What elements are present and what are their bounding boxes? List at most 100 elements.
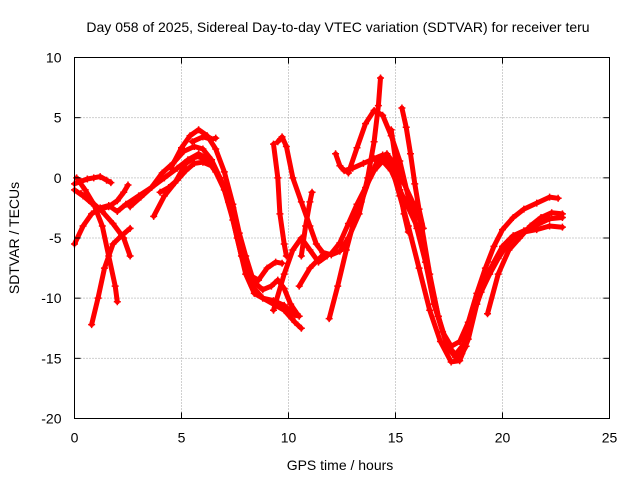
data-point <box>509 232 517 240</box>
data-point <box>526 222 534 230</box>
data-point <box>406 150 414 158</box>
data-point <box>113 197 121 205</box>
x-tick-label: 5 <box>178 430 186 446</box>
data-point <box>336 247 344 255</box>
data-point <box>327 250 335 258</box>
data-point <box>402 123 410 131</box>
data-point <box>374 102 382 110</box>
data-point <box>207 135 215 143</box>
data-point <box>274 138 282 146</box>
data-point <box>109 220 117 228</box>
data-point <box>421 258 429 266</box>
x-tick-label: 25 <box>602 430 618 446</box>
data-point <box>165 183 173 191</box>
data-point <box>156 188 164 196</box>
data-point <box>379 111 387 119</box>
data-point <box>259 294 267 302</box>
data-point <box>126 203 134 211</box>
data-point <box>430 300 438 308</box>
data-point <box>336 162 344 170</box>
data-point <box>413 224 421 232</box>
data-point <box>297 324 305 332</box>
data-series <box>398 104 427 232</box>
data-point <box>344 220 352 228</box>
data-point <box>199 145 207 153</box>
y-tick-label: -5 <box>49 230 62 246</box>
data-point <box>282 143 290 151</box>
data-point <box>306 198 314 206</box>
data-point <box>77 189 85 197</box>
data-point <box>353 144 361 152</box>
data-point <box>366 174 374 182</box>
data-point <box>126 224 134 232</box>
data-point <box>88 210 96 218</box>
data-point <box>100 264 108 272</box>
data-point <box>302 222 310 230</box>
data-point <box>387 126 395 134</box>
data-point <box>546 193 554 201</box>
data-point <box>212 145 220 153</box>
chart-title: Day 058 of 2025, Sidereal Day-to-day VTE… <box>86 19 589 35</box>
data-series <box>344 106 562 350</box>
data-point <box>312 240 320 248</box>
data-point <box>270 306 278 314</box>
data-point <box>220 168 228 176</box>
y-tick-label: 5 <box>54 110 62 126</box>
data-point <box>537 214 545 222</box>
data-point <box>499 242 506 250</box>
data-point <box>342 246 350 254</box>
data-point <box>111 282 119 290</box>
data-point <box>291 318 299 326</box>
data-point <box>190 143 198 151</box>
data-point <box>509 214 517 222</box>
x-tick-label: 10 <box>281 430 297 446</box>
data-point <box>242 252 250 260</box>
data-point <box>280 240 288 248</box>
data-point <box>278 259 286 267</box>
data-point <box>415 205 423 213</box>
data-series <box>387 126 412 236</box>
data-point <box>186 132 194 140</box>
data-point <box>248 273 256 281</box>
data-point <box>505 246 513 254</box>
data-point <box>499 226 506 234</box>
data-point <box>411 180 419 188</box>
data-point <box>122 200 130 208</box>
series-track <box>485 210 565 317</box>
data-point <box>490 242 498 250</box>
data-point <box>370 106 378 114</box>
data-point <box>546 215 554 223</box>
data-series <box>188 133 220 146</box>
data-point <box>150 212 158 220</box>
data-point <box>404 228 412 236</box>
data-point <box>289 246 297 254</box>
data-point <box>188 138 196 146</box>
data-point <box>490 258 498 266</box>
data-point <box>464 318 472 326</box>
data-point <box>263 264 271 272</box>
data-point <box>103 176 111 184</box>
data-point <box>195 126 203 134</box>
data-point <box>113 298 121 306</box>
data-point <box>554 194 562 202</box>
data-point <box>94 294 102 302</box>
data-point <box>88 198 96 206</box>
data-point <box>105 252 113 260</box>
data-point <box>387 162 395 170</box>
data-point <box>297 198 305 206</box>
data-point <box>317 253 325 261</box>
data-point <box>415 264 423 272</box>
data-point <box>456 337 464 345</box>
data-point <box>178 144 185 152</box>
data-point <box>447 358 455 366</box>
data-point <box>308 188 316 196</box>
data-point <box>148 183 156 191</box>
data-point <box>359 159 367 167</box>
data-point <box>400 210 408 218</box>
data-point <box>396 186 404 194</box>
data-point <box>426 306 434 314</box>
data-point <box>370 138 378 146</box>
data-point <box>306 264 314 272</box>
series-track <box>157 159 236 211</box>
data-layer <box>71 74 566 366</box>
